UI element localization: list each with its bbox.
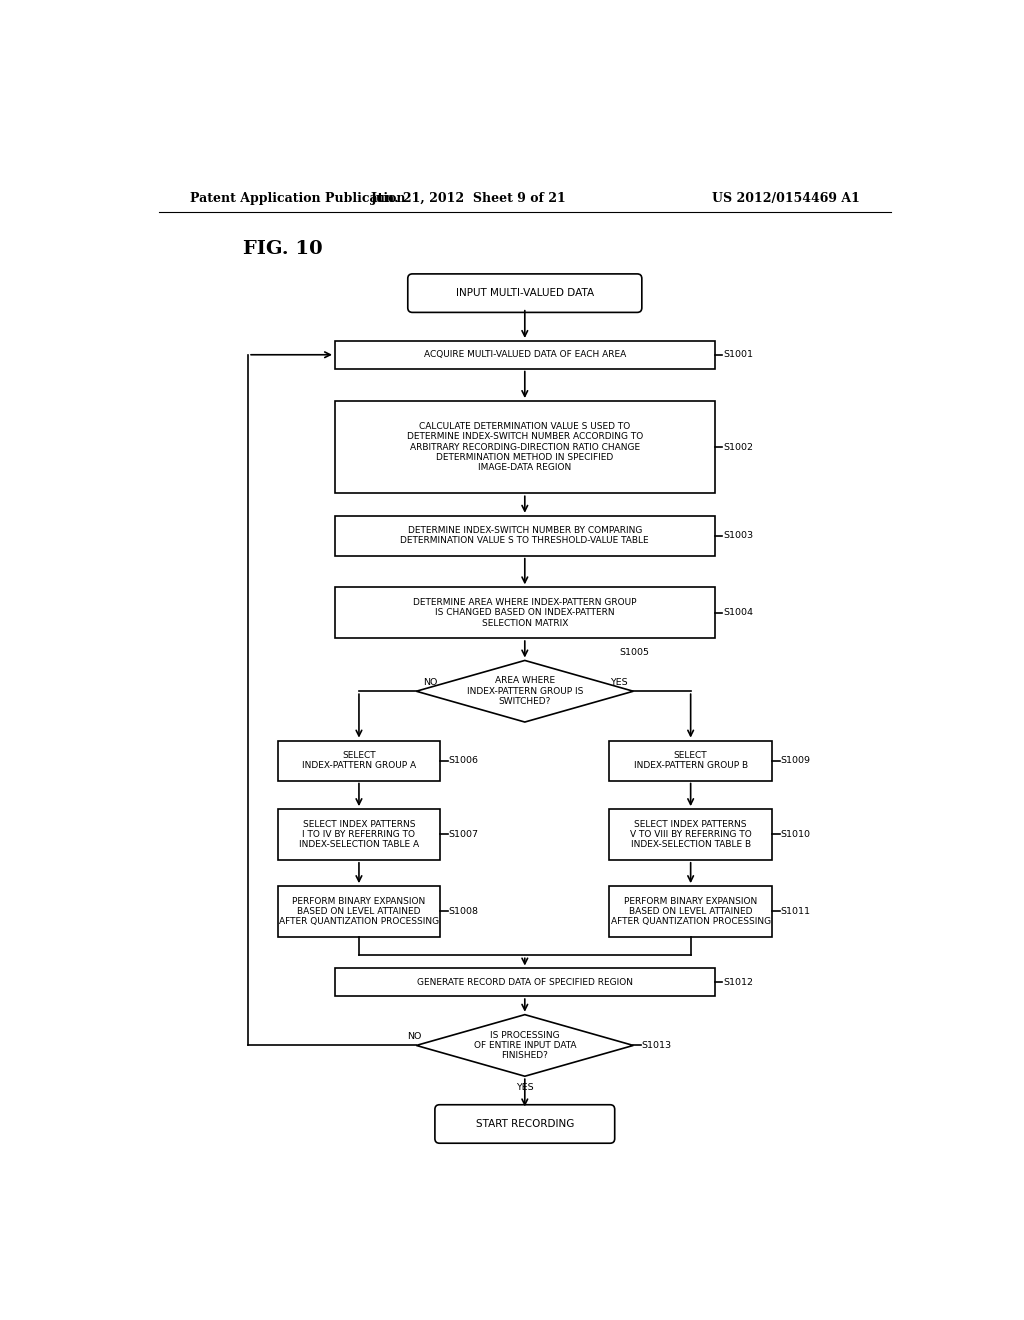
Text: SELECT
INDEX-PATTERN GROUP B: SELECT INDEX-PATTERN GROUP B <box>634 751 748 771</box>
Text: Patent Application Publication: Patent Application Publication <box>190 191 406 205</box>
Bar <box>335 969 715 997</box>
Polygon shape <box>417 1015 633 1076</box>
Text: S1013: S1013 <box>642 1041 672 1049</box>
Text: PERFORM BINARY EXPANSION
BASED ON LEVEL ATTAINED
AFTER QUANTIZATION PROCESSING: PERFORM BINARY EXPANSION BASED ON LEVEL … <box>610 896 771 927</box>
Text: S1008: S1008 <box>449 907 479 916</box>
Bar <box>278 809 440 859</box>
Text: ACQUIRE MULTI-VALUED DATA OF EACH AREA: ACQUIRE MULTI-VALUED DATA OF EACH AREA <box>424 350 626 359</box>
Text: S1007: S1007 <box>449 830 479 840</box>
Bar <box>335 587 715 638</box>
Text: S1010: S1010 <box>780 830 811 840</box>
Bar <box>278 741 440 780</box>
Text: S1006: S1006 <box>449 756 479 766</box>
Text: S1004: S1004 <box>723 609 754 618</box>
Text: DETERMINE INDEX-SWITCH NUMBER BY COMPARING
DETERMINATION VALUE S TO THRESHOLD-VA: DETERMINE INDEX-SWITCH NUMBER BY COMPARI… <box>400 525 649 545</box>
FancyBboxPatch shape <box>435 1105 614 1143</box>
Text: S1012: S1012 <box>723 978 754 987</box>
Text: SELECT
INDEX-PATTERN GROUP A: SELECT INDEX-PATTERN GROUP A <box>302 751 416 771</box>
Text: YES: YES <box>516 1084 534 1092</box>
Text: PERFORM BINARY EXPANSION
BASED ON LEVEL ATTAINED
AFTER QUANTIZATION PROCESSING: PERFORM BINARY EXPANSION BASED ON LEVEL … <box>279 896 439 927</box>
Text: SELECT INDEX PATTERNS
V TO VIII BY REFERRING TO
INDEX-SELECTION TABLE B: SELECT INDEX PATTERNS V TO VIII BY REFER… <box>630 820 752 849</box>
Text: US 2012/0154469 A1: US 2012/0154469 A1 <box>712 191 859 205</box>
Text: INPUT MULTI-VALUED DATA: INPUT MULTI-VALUED DATA <box>456 288 594 298</box>
FancyBboxPatch shape <box>408 275 642 313</box>
Bar <box>609 741 772 780</box>
Bar <box>335 516 715 556</box>
Bar <box>609 886 772 937</box>
Text: SELECT INDEX PATTERNS
I TO IV BY REFERRING TO
INDEX-SELECTION TABLE A: SELECT INDEX PATTERNS I TO IV BY REFERRI… <box>299 820 419 849</box>
Text: DETERMINE AREA WHERE INDEX-PATTERN GROUP
IS CHANGED BASED ON INDEX-PATTERN
SELEC: DETERMINE AREA WHERE INDEX-PATTERN GROUP… <box>413 598 637 627</box>
Text: FIG. 10: FIG. 10 <box>243 240 323 259</box>
Polygon shape <box>417 660 633 722</box>
Text: GENERATE RECORD DATA OF SPECIFIED REGION: GENERATE RECORD DATA OF SPECIFIED REGION <box>417 978 633 987</box>
Bar <box>609 809 772 859</box>
Bar <box>335 401 715 494</box>
Text: Jun. 21, 2012  Sheet 9 of 21: Jun. 21, 2012 Sheet 9 of 21 <box>372 191 567 205</box>
Text: S1005: S1005 <box>620 648 649 657</box>
Text: S1002: S1002 <box>723 442 754 451</box>
Text: AREA WHERE
INDEX-PATTERN GROUP IS
SWITCHED?: AREA WHERE INDEX-PATTERN GROUP IS SWITCH… <box>467 676 583 706</box>
Text: S1001: S1001 <box>723 350 754 359</box>
Bar <box>335 341 715 368</box>
Text: S1009: S1009 <box>780 756 811 766</box>
Text: S1011: S1011 <box>780 907 811 916</box>
Text: YES: YES <box>610 677 628 686</box>
Text: S1003: S1003 <box>723 531 754 540</box>
Text: CALCULATE DETERMINATION VALUE S USED TO
DETERMINE INDEX-SWITCH NUMBER ACCORDING : CALCULATE DETERMINATION VALUE S USED TO … <box>407 422 643 473</box>
Text: NO: NO <box>423 677 437 686</box>
Text: IS PROCESSING
OF ENTIRE INPUT DATA
FINISHED?: IS PROCESSING OF ENTIRE INPUT DATA FINIS… <box>473 1031 577 1060</box>
Text: START RECORDING: START RECORDING <box>475 1119 574 1129</box>
Bar <box>278 886 440 937</box>
Text: NO: NO <box>408 1032 422 1040</box>
